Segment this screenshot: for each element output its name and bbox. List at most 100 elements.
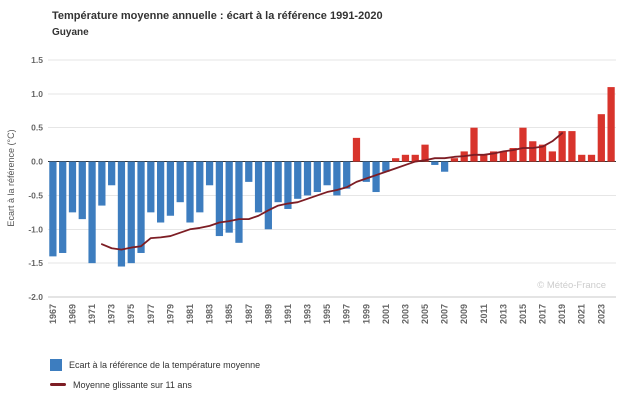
x-tick-label: 2015 [518,304,528,324]
bar-2014[interactable] [509,148,517,162]
bar-1992[interactable] [294,161,302,199]
bar-1991[interactable] [284,161,292,209]
bar-2022[interactable] [587,154,596,162]
x-tick-label: 1987 [244,304,254,324]
y-tick-label: 1.0 [31,89,43,99]
y-tick-label: 0.5 [31,123,43,133]
bar-1973[interactable] [108,161,116,186]
bar-1998[interactable] [352,137,361,162]
chart-title: Température moyenne annuelle : écart à l… [52,10,383,22]
bar-1996[interactable] [333,161,341,196]
y-axis-title: Ecart à la référence (°C) [6,129,16,226]
x-tick-label: 1977 [146,304,156,324]
bar-2001[interactable] [382,161,390,172]
bar-1977[interactable] [147,161,155,213]
legend-swatch-line [50,383,66,386]
x-tick-label: 2019 [557,304,567,324]
bar-2010[interactable] [470,127,478,162]
plot-area: Ecart à la référence (°C) © Météo-France… [6,55,616,324]
bar-2005[interactable] [421,144,429,162]
watermark: © Météo-France [537,280,606,291]
bar-2012[interactable] [489,151,498,162]
bar-2007[interactable] [441,161,449,172]
legend-swatch-bar [50,358,62,371]
bar-1997[interactable] [343,161,351,189]
bar-2021[interactable] [578,154,586,162]
bar-1979[interactable] [166,161,175,216]
bar-1995[interactable] [323,161,331,186]
bar-2023[interactable] [597,114,605,162]
x-tick-label: 1989 [263,304,273,324]
x-tick-label: 1969 [67,304,77,324]
bar-1980[interactable] [176,161,184,203]
bar-1970[interactable] [78,161,86,220]
bar-1983[interactable] [205,161,214,186]
bar-1987[interactable] [245,161,253,182]
bar-1972[interactable] [98,161,106,206]
x-tick-label: 2017 [538,304,548,324]
bar-2020[interactable] [568,131,576,162]
x-tick-label: 2023 [596,304,606,324]
bar-2018[interactable] [548,151,556,162]
x-tick-label: 1985 [224,304,234,324]
x-tick-label: 1981 [185,304,195,324]
bar-2017[interactable] [538,144,547,162]
bar-1978[interactable] [157,161,165,223]
x-tick-label: 1973 [107,304,117,324]
legend: Ecart à la référence de la température m… [50,356,260,393]
bar-2002[interactable] [392,158,400,162]
bar-2024[interactable] [607,87,615,162]
x-tick-label: 1967 [48,304,58,324]
bar-2013[interactable] [499,151,508,162]
bar-1974[interactable] [117,161,126,267]
bar-1999[interactable] [362,161,370,182]
chart-subtitle: Guyane [52,27,89,38]
bar-1967[interactable] [49,161,57,257]
x-tick-label: 2021 [577,304,587,324]
y-tick-label: -1.0 [28,224,43,234]
bar-2011[interactable] [480,154,488,162]
bar-2004[interactable] [411,154,419,162]
bar-1982[interactable] [196,161,204,213]
y-tick-label: 1.5 [31,55,43,65]
bar-1981[interactable] [186,161,194,223]
bar-2003[interactable] [401,154,410,162]
bar-1968[interactable] [59,161,67,253]
x-tick-label: 1999 [361,304,371,324]
x-tick-label: 2003 [400,304,410,324]
bar-2006[interactable] [431,161,439,165]
legend-item-anomaly[interactable]: Ecart à la référence de la température m… [50,356,260,373]
x-tick-label: 1997 [342,304,352,324]
bar-1993[interactable] [303,161,312,196]
y-tick-label: -2.0 [28,292,43,302]
bar-1989[interactable] [264,161,272,230]
x-tick-label: 1975 [126,304,136,324]
bar-2019[interactable] [558,131,566,162]
x-tick-label: 2001 [381,304,391,324]
y-tick-label: 0.0 [31,157,43,167]
bar-1976[interactable] [137,161,145,253]
x-tick-label: 2007 [440,304,450,324]
legend-item-running-mean[interactable]: Moyenne glissante sur 11 ans [50,376,260,393]
bar-1971[interactable] [88,161,96,264]
bar-2008[interactable] [450,158,459,162]
bar-1975[interactable] [127,161,135,264]
x-tick-label: 1995 [322,304,332,324]
x-tick-label: 2011 [479,304,489,324]
bar-1984[interactable] [215,161,224,237]
x-tick-label: 2009 [459,304,469,324]
bar-1988[interactable] [254,161,263,213]
bar-1969[interactable] [68,161,77,213]
x-tick-label: 2005 [420,304,430,324]
bar-1986[interactable] [235,161,243,243]
x-tick-label: 2013 [498,304,508,324]
bar-2000[interactable] [372,161,380,193]
legend-label-anomaly: Ecart à la référence de la température m… [69,359,261,370]
bar-2016[interactable] [529,141,537,162]
bar-1994[interactable] [313,161,321,193]
running-mean-line [100,132,564,251]
x-tick-label: 1993 [303,304,313,324]
bar-1990[interactable] [274,161,282,203]
bar-1985[interactable] [225,161,233,233]
bar-2015[interactable] [519,127,527,162]
